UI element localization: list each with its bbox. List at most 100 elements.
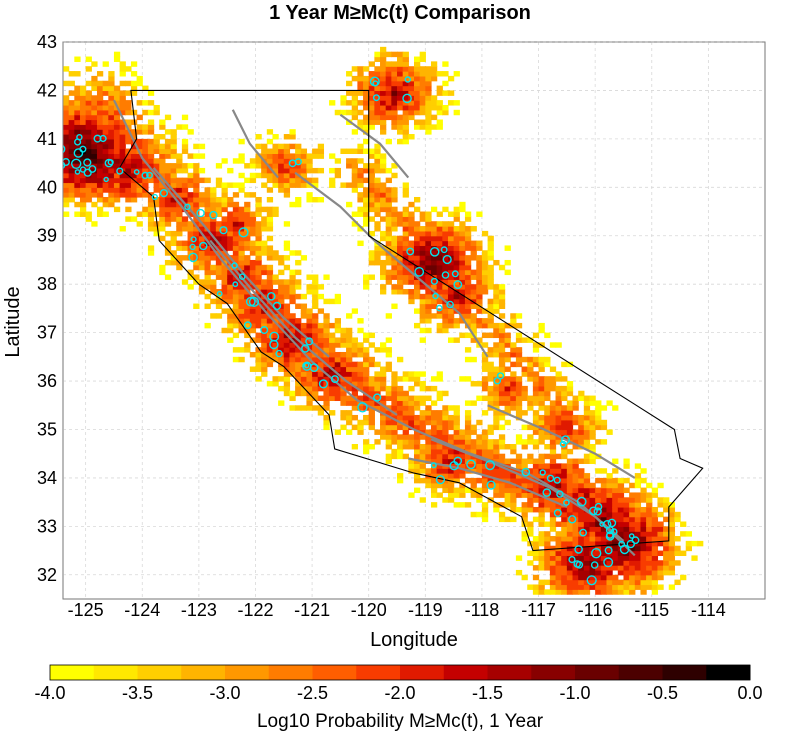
heatmap-cell	[498, 347, 506, 353]
heatmap-cell	[266, 138, 274, 145]
heatmap-cell	[617, 589, 625, 595]
heatmap-cell	[351, 90, 358, 96]
heatmap-cell	[85, 138, 92, 145]
heatmap-cell	[425, 264, 432, 271]
heatmap-cell	[204, 303, 211, 309]
event-marker	[561, 435, 571, 445]
heatmap-cell	[521, 444, 528, 450]
heatmap-cell	[351, 66, 358, 72]
event-marker	[605, 526, 615, 535]
heatmap-cell	[538, 463, 545, 469]
heatmap-cell	[436, 85, 443, 92]
heatmap-cell	[521, 468, 528, 474]
heatmap-cell	[561, 579, 568, 586]
heatmap-cell	[63, 119, 70, 125]
heatmap-cell	[289, 318, 296, 324]
heatmap-cell	[527, 468, 534, 474]
heatmap-cell	[646, 569, 653, 576]
heatmap-cell	[96, 163, 104, 169]
heatmap-cell	[623, 487, 630, 494]
heatmap-cell	[74, 187, 81, 193]
heatmap-cell	[159, 134, 166, 140]
heatmap-cell	[442, 206, 449, 213]
heatmap-cell	[634, 497, 642, 503]
heatmap-cell	[629, 511, 636, 518]
heatmap-cell	[170, 143, 177, 150]
heatmap-cell	[589, 574, 596, 581]
heatmap-cell	[193, 259, 200, 266]
heatmap-cell	[159, 182, 166, 188]
heatmap-cell	[193, 153, 200, 159]
heatmap-cell	[380, 182, 387, 188]
heatmap-cell	[453, 264, 460, 271]
heatmap-cell	[255, 318, 262, 324]
heatmap-cell	[606, 584, 613, 590]
heatmap-cell	[306, 196, 313, 203]
heatmap-cell	[538, 458, 545, 464]
heatmap-cell	[663, 565, 670, 571]
heatmap-cell	[181, 143, 189, 150]
heatmap-cell	[312, 313, 319, 319]
heatmap-cell	[397, 51, 404, 58]
heatmap-cell	[481, 342, 489, 348]
event-marker	[190, 236, 197, 243]
heatmap-cell	[555, 390, 562, 397]
heatmap-cell	[119, 119, 126, 125]
heatmap-cell	[442, 235, 449, 242]
heatmap-cell	[476, 511, 483, 518]
heatmap-cell	[589, 579, 596, 586]
heatmap-cell	[414, 453, 421, 460]
heatmap-cell	[272, 177, 279, 184]
heatmap-cell	[85, 109, 92, 116]
heatmap-cell	[436, 424, 443, 431]
heatmap-cell	[351, 337, 358, 343]
heatmap-cell	[578, 545, 585, 552]
heatmap-cell	[414, 371, 421, 377]
heatmap-cell	[351, 361, 358, 368]
heatmap-cell	[68, 196, 75, 203]
heatmap-cell	[555, 400, 562, 406]
heatmap-cell	[606, 545, 613, 552]
heatmap-cell	[555, 410, 562, 416]
heatmap-cell	[555, 521, 562, 527]
heatmap-cell	[159, 172, 166, 179]
heatmap-cell	[289, 279, 296, 285]
event-marker	[619, 544, 630, 555]
heatmap-cell	[453, 100, 460, 106]
heatmap-cell	[385, 347, 392, 353]
heatmap-cell	[668, 545, 676, 552]
heatmap-cell	[527, 492, 534, 498]
heatmap-cell	[442, 313, 449, 319]
heatmap-cell	[142, 177, 149, 184]
heatmap-cell	[487, 463, 494, 469]
heatmap-cell	[300, 327, 308, 334]
heatmap-cell	[227, 318, 234, 324]
heatmap-cell	[164, 177, 172, 184]
heatmap-cell	[125, 167, 132, 174]
heatmap-cell	[176, 264, 183, 271]
heatmap-cell	[561, 473, 568, 479]
heatmap-cell	[125, 124, 132, 130]
heatmap-cell	[363, 119, 370, 125]
heatmap-cell	[629, 560, 636, 566]
heatmap-cell	[589, 540, 596, 547]
heatmap-cell	[334, 366, 341, 372]
heatmap-cell	[566, 385, 574, 392]
heatmap-cell	[385, 255, 392, 261]
heatmap-cell	[249, 298, 257, 305]
heatmap-cell	[351, 221, 358, 227]
heatmap-cell	[498, 361, 506, 368]
heatmap-cell	[79, 100, 87, 106]
heatmap-cell	[278, 308, 285, 314]
heatmap-cell	[159, 177, 166, 184]
heatmap-cell	[261, 226, 268, 232]
heatmap-cell	[283, 158, 291, 164]
heatmap-cell	[391, 429, 398, 435]
heatmap-cell	[459, 284, 466, 290]
heatmap-cell	[289, 289, 296, 295]
heatmap-cell	[442, 279, 449, 285]
heatmap-cell	[79, 192, 87, 198]
heatmap-cell	[306, 385, 313, 392]
heatmap-cell	[238, 230, 245, 237]
heatmap-cell	[96, 100, 104, 106]
